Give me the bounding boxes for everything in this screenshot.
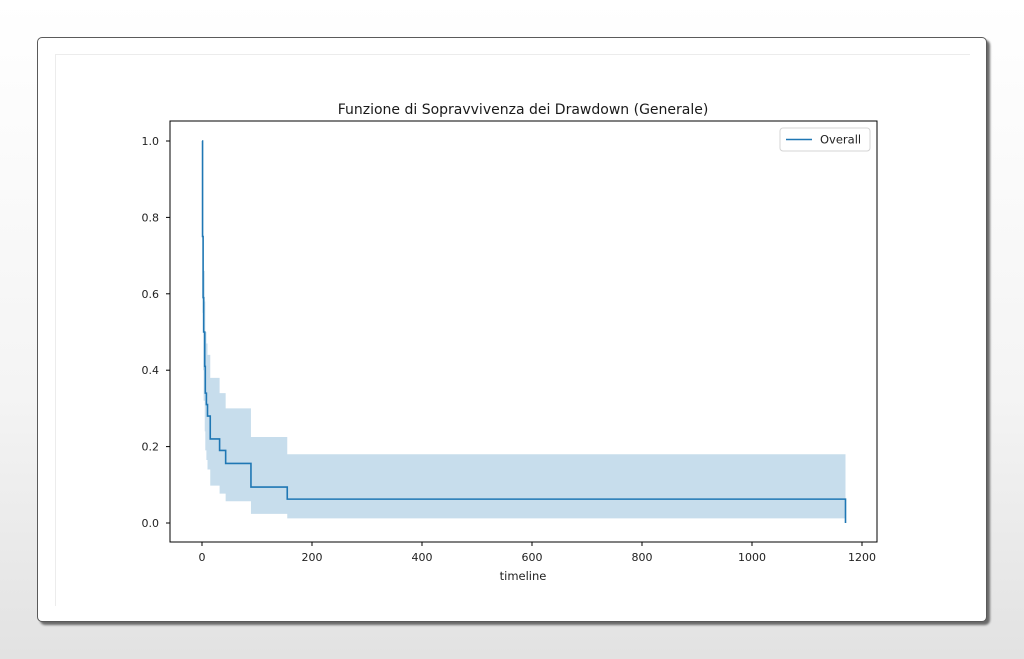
- y-tick-label: 0.4: [142, 364, 160, 377]
- y-tick-label: 1.0: [142, 135, 160, 148]
- y-tick-label: 0.2: [142, 441, 160, 454]
- x-tick-label: 1000: [738, 551, 766, 564]
- y-tick-label: 0.6: [142, 288, 160, 301]
- x-tick-label: 800: [632, 551, 653, 564]
- legend: Overall: [779, 127, 871, 152]
- x-tick-label: 200: [302, 551, 323, 564]
- chart-title: Funzione di Sopravvivenza dei Drawdown (…: [338, 102, 709, 118]
- figure-canvas: [55, 54, 970, 606]
- survival-line: [201, 140, 847, 523]
- legend-box: [779, 127, 871, 152]
- axes-frame: [169, 120, 878, 543]
- x-tick-label: 600: [522, 551, 543, 564]
- y-tick-label: 0.8: [142, 211, 160, 224]
- plot-area: [201, 140, 847, 523]
- legend-label: Overall: [820, 133, 861, 147]
- y-tick-label: 0.0: [142, 517, 160, 530]
- x-tick-label: 1200: [848, 551, 876, 564]
- x-axis-label: timeline: [500, 569, 547, 583]
- x-tick-label: 0: [199, 551, 206, 564]
- x-tick-label: 400: [412, 551, 433, 564]
- confidence-band: [202, 141, 846, 519]
- x-axis: 0 200 400 600 800 1000 1200: [199, 542, 876, 564]
- y-axis: 0.0 0.2 0.4 0.6 0.8 1.0: [142, 135, 170, 530]
